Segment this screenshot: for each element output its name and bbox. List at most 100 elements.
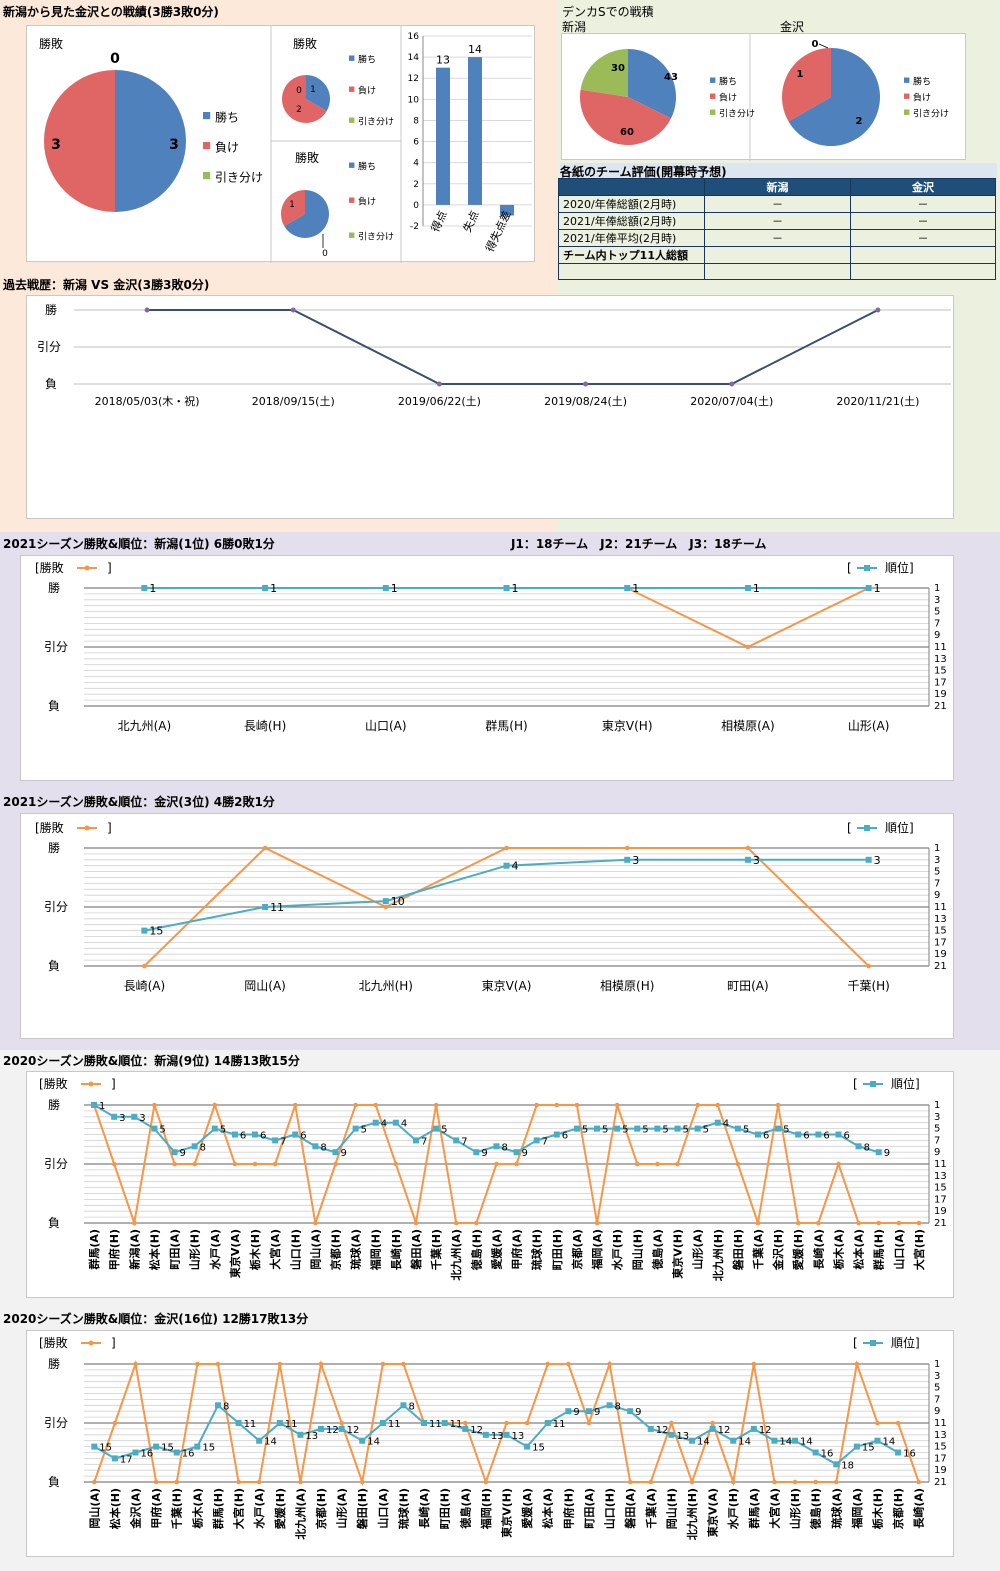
category-label: 福岡(H) bbox=[369, 1229, 383, 1271]
axis-label: 負 bbox=[48, 1216, 60, 1230]
category-label: 北九州(H) bbox=[359, 979, 413, 993]
rank-data-point bbox=[775, 1125, 782, 1132]
category-label: 北九州(A) bbox=[293, 1488, 307, 1540]
rank-data-point bbox=[191, 1143, 198, 1150]
rank-tick-label: 3 bbox=[934, 855, 940, 866]
data-point bbox=[436, 381, 442, 387]
rank-data-point bbox=[153, 1443, 160, 1450]
rank-data-label: 1 bbox=[512, 582, 519, 595]
rank-tick-label: 9 bbox=[934, 890, 940, 901]
category-label: 岡山(A) bbox=[87, 1488, 101, 1529]
wl-data-point bbox=[172, 1161, 177, 1167]
pie-data-label: 1 bbox=[289, 200, 295, 210]
category-label: 磐田(A) bbox=[409, 1229, 423, 1270]
rank-data-point bbox=[754, 1131, 761, 1138]
rank-data-label: 8 bbox=[615, 1401, 621, 1412]
rank-data-label: 5 bbox=[743, 1125, 749, 1136]
bar-category-label: 失点 bbox=[461, 209, 482, 234]
wl-data-point bbox=[875, 1420, 880, 1426]
rank-data-label: 13 bbox=[305, 1431, 318, 1442]
rank-tick-label: 7 bbox=[934, 618, 940, 629]
rank-data-point bbox=[372, 1119, 379, 1126]
bar bbox=[500, 204, 514, 216]
category-label: 千葉(A) bbox=[644, 1488, 658, 1529]
wl-data-point bbox=[483, 1479, 489, 1485]
rank-data-point bbox=[533, 1137, 540, 1144]
rank-data-label: 14 bbox=[367, 1437, 380, 1448]
eval-cell: 2021/年俸平均(2月時) bbox=[558, 229, 705, 247]
wl-data-point bbox=[373, 1102, 379, 1108]
rank-data-label: 1 bbox=[391, 582, 398, 595]
rank-tick-label: 1 bbox=[934, 583, 940, 594]
rank-data-point bbox=[272, 1137, 279, 1144]
rank-tick-label: 13 bbox=[934, 914, 947, 925]
category-label: 山形(A) bbox=[848, 719, 890, 733]
wl-data-point bbox=[142, 963, 147, 969]
rank-data-point bbox=[865, 856, 872, 863]
legend-swatch bbox=[904, 77, 910, 83]
legend-label: 順位] bbox=[885, 820, 914, 835]
pie-data-label: 30 bbox=[611, 63, 625, 74]
denka-niigata-label: 新潟 bbox=[562, 20, 587, 34]
rank-data-label: 8 bbox=[501, 1142, 507, 1153]
rank-data-point bbox=[151, 1125, 158, 1132]
wl-data-point bbox=[524, 1420, 530, 1426]
rank-data-point bbox=[141, 585, 148, 591]
rank-data-label: 9 bbox=[522, 1148, 528, 1159]
rank-tick-label: 21 bbox=[934, 1477, 947, 1488]
rank-data-label: 1 bbox=[99, 1101, 105, 1112]
rank-data-label: 6 bbox=[843, 1131, 849, 1142]
rank-data-label: 1 bbox=[270, 582, 277, 595]
rank-data-point bbox=[473, 1149, 480, 1156]
legend-swatch bbox=[349, 86, 355, 92]
pie-data-label: 2 bbox=[856, 116, 863, 127]
rank-tick-label: 13 bbox=[934, 654, 947, 665]
category-label: 栃木(H) bbox=[870, 1488, 884, 1529]
category-label: 金沢(H) bbox=[771, 1229, 785, 1271]
rank-tick-label: 17 bbox=[934, 1453, 947, 1464]
category-label: 愛媛(H) bbox=[273, 1488, 287, 1529]
category-label: 北九州(A) bbox=[118, 719, 172, 733]
legend-swatch bbox=[904, 109, 910, 115]
category-label: 北九州(A) bbox=[449, 1229, 463, 1281]
rank-data-point bbox=[482, 1431, 489, 1438]
category-label: 大宮(A) bbox=[767, 1488, 781, 1529]
wl-data-point bbox=[607, 1361, 612, 1367]
wl-data-point bbox=[504, 1420, 509, 1426]
rank-data-label: 7 bbox=[542, 1136, 548, 1147]
wl-data-point bbox=[111, 1161, 117, 1167]
tick-label: 8 bbox=[413, 116, 419, 126]
legend-label: 勝ち bbox=[358, 161, 376, 173]
rank-data-label: 15 bbox=[161, 1443, 174, 1454]
wl-data-point bbox=[574, 1102, 580, 1108]
rank-data-label: 16 bbox=[141, 1449, 154, 1460]
rank-tick-label: 5 bbox=[934, 607, 940, 618]
rank-data-label: 6 bbox=[240, 1131, 246, 1142]
rank-data-point bbox=[668, 1431, 675, 1438]
axis-label: 勝 bbox=[48, 840, 60, 855]
wl-data-point bbox=[494, 1161, 499, 1167]
rank-data-label: 5 bbox=[441, 1125, 447, 1136]
wl-data-point bbox=[112, 1420, 118, 1426]
legend-label: 負け bbox=[719, 92, 737, 104]
eval-table: 新潟 金沢 2020/年俸総額(2月時) －－ 2021/年俸総額(2月時) －－ 2… bbox=[558, 178, 996, 280]
wl-data-point bbox=[298, 1479, 303, 1485]
category-label: 相模原(H) bbox=[600, 979, 654, 993]
category-label: 長崎(A) bbox=[811, 1229, 825, 1270]
rank-data-label: 1 bbox=[874, 582, 881, 595]
wl-data-point bbox=[514, 1161, 519, 1167]
category-label: 北九州(H) bbox=[711, 1229, 725, 1281]
rank-data-label: 1 bbox=[632, 582, 639, 595]
category-label: 2018/05/03(木・祝) bbox=[95, 394, 200, 408]
wl-data-point bbox=[775, 1102, 781, 1108]
rank-tick-label: 9 bbox=[934, 1147, 940, 1158]
rank-data-point bbox=[815, 1131, 822, 1138]
legend-swatch bbox=[710, 93, 716, 99]
wl-data-point bbox=[836, 1161, 841, 1167]
rank-data-label: 7 bbox=[280, 1136, 286, 1147]
axis-label: 勝 bbox=[48, 1356, 60, 1371]
season-2020-niigata-panel: [勝敗][順位] 1 3 5 7 9 11 13 15 17 19 21 勝引分負群馬(A) 甲府(H) 新… bbox=[26, 1071, 954, 1298]
rank-data-point bbox=[714, 1119, 721, 1126]
legend-swatch bbox=[710, 109, 716, 115]
